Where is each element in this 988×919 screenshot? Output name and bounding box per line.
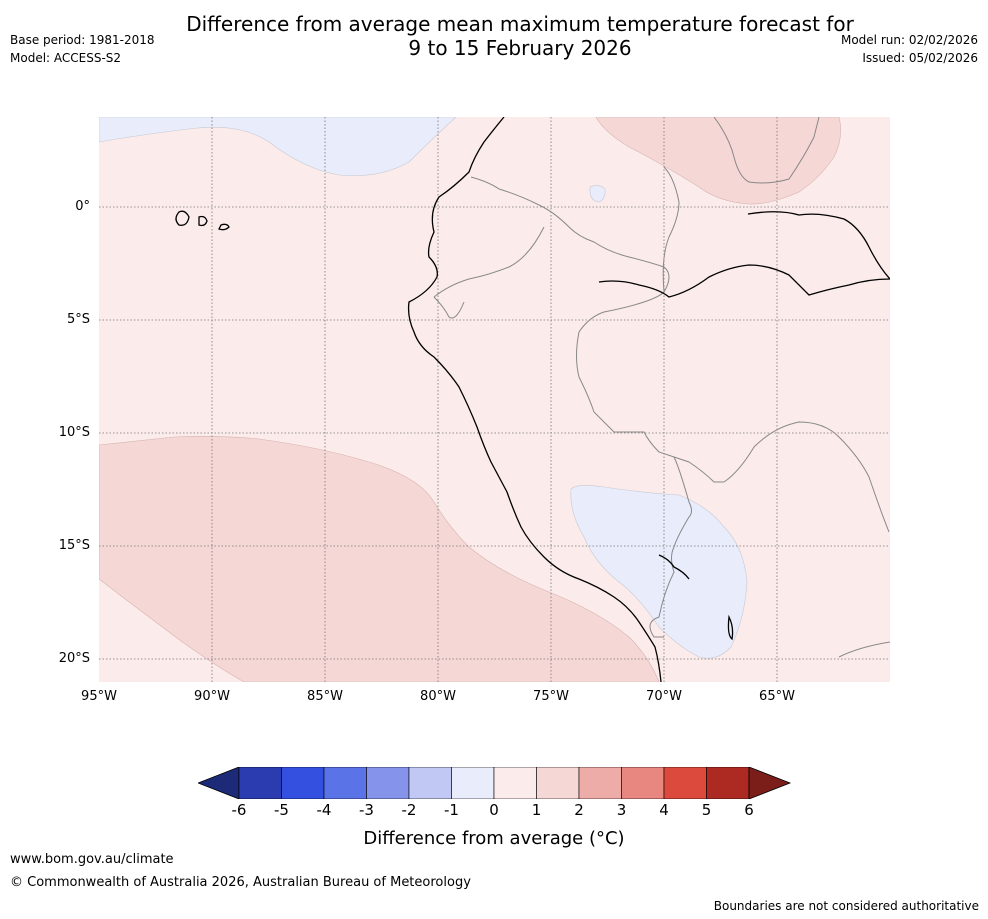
- meta-left: Base period: 1981-2018 Model: ACCESS-S2: [10, 31, 155, 67]
- footer-url[interactable]: www.bom.gov.au/climate: [10, 852, 174, 867]
- colorbar-tick-label: -5: [274, 801, 289, 819]
- lat-label-15s: 15°S: [58, 538, 90, 553]
- colorbar-bin-10: [663, 766, 707, 800]
- colorbar-bin-3: [366, 766, 410, 800]
- lat-label-0: 0°: [75, 199, 90, 214]
- colorbar-tick-label: 2: [574, 801, 584, 819]
- colorbar-tick-label: -4: [316, 801, 332, 819]
- model-run: Model run: 02/02/2026: [840, 33, 978, 47]
- map-svg: [99, 117, 890, 682]
- colorbar-bin-4: [408, 766, 452, 800]
- lon-label-90w: 90°W: [194, 689, 230, 704]
- lat-label-20s: 20°S: [58, 651, 90, 666]
- colorbar-under-arrow: [196, 766, 240, 800]
- lon-label-65w: 65°W: [759, 689, 795, 704]
- model-name: Model: ACCESS-S2: [10, 51, 122, 65]
- colorbar-tick-label: -3: [359, 801, 374, 819]
- footer-copyright: © Commonwealth of Australia 2026, Austra…: [10, 875, 471, 890]
- colorbar-bin-11: [706, 766, 750, 800]
- anomaly-region-cool-northwest: [99, 117, 457, 177]
- colorbar-bin-6: [493, 766, 537, 800]
- colorbar-bin-1: [281, 766, 325, 800]
- anomaly-region-warm-northeast: [595, 117, 841, 205]
- meta-right: Model run: 02/02/2026 Issued: 05/02/2026: [841, 31, 978, 67]
- colorbar-bin-0: [238, 766, 282, 800]
- footer-disclaimer: Boundaries are not considered authoritat…: [713, 899, 979, 913]
- graticule: [99, 117, 890, 682]
- title-line-1: Difference from average mean maximum tem…: [186, 12, 854, 36]
- colorbar-bin-8: [578, 766, 622, 800]
- colorbar-tick-label: 6: [744, 801, 754, 819]
- colorbar-bin-9: [621, 766, 665, 800]
- anomaly-patch-cool-small: [589, 185, 606, 203]
- anomaly-region-warm-southwest: [99, 436, 660, 682]
- country-borders: [433, 117, 890, 658]
- base-period: Base period: 1981-2018: [10, 33, 155, 47]
- title-line-2: 9 to 15 February 2026: [408, 36, 632, 60]
- map-panel: [99, 117, 890, 682]
- lon-label-70w: 70°W: [646, 689, 682, 704]
- colorbar-bin-5: [451, 766, 495, 800]
- colorbar-tick-label: 3: [616, 801, 627, 819]
- lat-label-10s: 10°S: [58, 425, 90, 440]
- colorbar-tick-label: 1: [531, 801, 542, 819]
- lon-label-95w: 95°W: [81, 689, 117, 704]
- issued-date: Issued: 05/02/2026: [862, 51, 978, 65]
- anomaly-region-cool-south: [570, 485, 748, 659]
- coastline: [175, 117, 890, 682]
- map-title: Difference from average mean maximum tem…: [0, 12, 988, 60]
- lon-label-85w: 85°W: [307, 689, 343, 704]
- colorbar-tick-label: 4: [659, 801, 669, 819]
- colorbar-tick-label: -6: [231, 801, 247, 819]
- colorbar-tick-label: -2: [401, 801, 417, 819]
- colorbar: [196, 766, 792, 800]
- colorbar-over-arrow: [748, 766, 792, 800]
- colorbar-bin-2: [323, 766, 367, 800]
- lon-label-80w: 80°W: [420, 689, 456, 704]
- colorbar-tick-label: 0: [489, 801, 499, 819]
- colorbar-bin-7: [536, 766, 580, 800]
- colorbar-title: Difference from average (°C): [363, 828, 625, 849]
- colorbar-svg: [196, 766, 792, 800]
- lon-label-75w: 75°W: [533, 689, 569, 704]
- lat-label-5s: 5°S: [66, 312, 90, 327]
- colorbar-tick-label: -1: [444, 801, 459, 819]
- colorbar-tick-label: 5: [701, 801, 712, 819]
